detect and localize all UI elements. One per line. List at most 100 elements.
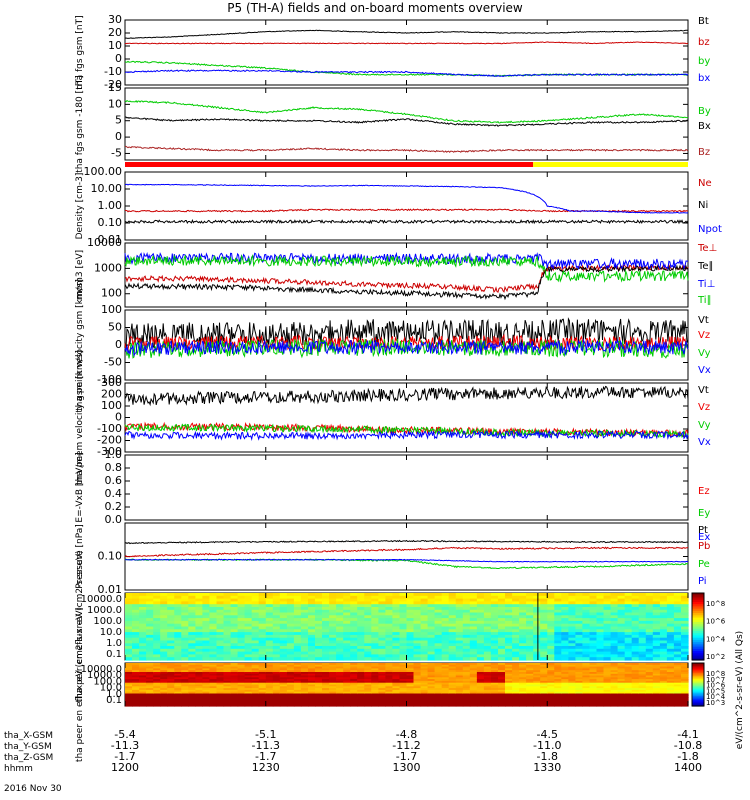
spectrogram-cell — [406, 695, 415, 698]
spectrogram-cell — [174, 700, 182, 703]
spectrogram-cell — [659, 626, 668, 630]
spectrogram-cell — [202, 609, 210, 614]
spectrogram-cell — [582, 679, 590, 682]
spectrogram-cell — [329, 673, 337, 677]
spectrogram-cell — [652, 646, 661, 650]
spectrogram-cell — [244, 688, 253, 691]
colorbar-cell — [692, 653, 704, 657]
spectrogram-cell — [181, 686, 189, 689]
spectrogram-cell — [462, 664, 471, 668]
spectrogram-cell — [399, 637, 408, 642]
spectrogram-cell — [596, 700, 605, 703]
spectrogram-cell — [371, 680, 379, 684]
x-tick-label: -11.3 — [252, 739, 280, 752]
spectrogram-cell — [364, 700, 372, 703]
spectrogram-cell — [498, 637, 506, 642]
spectrogram-cell — [258, 643, 267, 647]
spectrogram-cell — [561, 704, 569, 707]
spectrogram-cell — [652, 693, 661, 696]
spectrogram-cell — [469, 670, 478, 673]
spectrogram-cell — [329, 615, 337, 619]
spectrogram-cell — [286, 700, 295, 703]
spectrogram-cell — [385, 704, 393, 707]
spectrogram-cell — [659, 691, 668, 695]
spectrogram-cell — [237, 640, 246, 644]
spectrogram-cell — [139, 601, 147, 605]
spectrogram-cell — [420, 609, 429, 614]
spectrogram-cell — [603, 615, 612, 619]
spectrogram-cell — [202, 695, 210, 698]
spectrogram-cell — [638, 640, 647, 644]
spectrogram-cell — [427, 688, 436, 691]
spectrogram-cell — [160, 618, 168, 622]
spectrogram-cell — [596, 693, 605, 696]
spectrogram-cell — [582, 620, 590, 625]
spectrogram-cell — [364, 626, 372, 630]
spectrogram-cell — [575, 702, 583, 705]
spectrogram-cell — [350, 593, 358, 597]
spectrogram-cell — [125, 620, 133, 625]
spectrogram-cell — [216, 689, 225, 693]
spectrogram-cell — [125, 673, 133, 677]
spectrogram-cell — [230, 651, 239, 655]
y-tick-label: -300 — [97, 445, 122, 458]
spectrogram-cell — [399, 673, 408, 677]
spectrogram-cell — [469, 612, 478, 616]
spectrogram-cell — [505, 689, 513, 693]
spectrogram-cell — [202, 657, 210, 661]
spectrogram-cell — [350, 668, 358, 671]
spectrogram-cell — [659, 680, 668, 684]
spectrogram-cell — [441, 673, 450, 677]
spectrogram-cell — [336, 637, 344, 642]
spectrogram-cell — [533, 702, 541, 705]
spectrogram-cell — [279, 663, 288, 666]
spectrogram-cell — [427, 666, 436, 669]
spectrogram-cell — [279, 664, 288, 668]
spectrogram-cell — [469, 677, 478, 680]
spectrogram-cell — [631, 691, 640, 695]
spectrogram-cell — [378, 607, 386, 611]
spectrogram-cell — [638, 654, 647, 658]
mode-bar-yellow — [533, 162, 688, 167]
spectrogram-cell — [251, 684, 260, 687]
spectrogram-cell — [483, 593, 492, 597]
spectrogram-cell — [638, 609, 647, 614]
spectrogram-cell — [322, 595, 330, 600]
spectrogram-cell — [343, 643, 351, 647]
spectrogram-cell — [441, 702, 450, 705]
spectrogram-cell — [469, 646, 478, 650]
spectrogram-cell — [216, 609, 225, 614]
spectrogram-cell — [476, 615, 485, 619]
spectrogram-cell — [406, 672, 415, 675]
spectrogram-cell — [624, 695, 633, 698]
spectrogram-cell — [244, 677, 253, 680]
spectrogram-cell — [329, 607, 337, 611]
spectrogram-cell — [146, 682, 154, 686]
spectrogram-cell — [167, 609, 175, 614]
spectrogram-cell — [399, 664, 408, 668]
spectrogram-cell — [132, 695, 140, 698]
spectrogram-cell — [392, 702, 400, 705]
spectrogram-cell — [469, 657, 478, 661]
spectrogram-cell — [462, 637, 471, 642]
colorbar-cell — [692, 674, 704, 677]
spectrogram-cell — [427, 675, 436, 678]
spectrogram-cell — [399, 657, 408, 661]
spectrogram-cell — [638, 623, 647, 628]
spectrogram-cell — [624, 704, 633, 707]
spectrogram-cell — [596, 691, 605, 695]
y-tick-label: 1000.0 — [87, 670, 122, 681]
spectrogram-cell — [659, 593, 668, 597]
spectrogram-cell — [526, 675, 534, 678]
spectrogram-cell — [420, 607, 429, 611]
colorbar-cell — [692, 698, 704, 701]
spectrogram-cell — [286, 626, 295, 630]
spectrogram-cell — [462, 618, 471, 622]
spectrogram-cell — [244, 620, 253, 625]
spectrogram-cell — [519, 697, 527, 700]
spectrogram-cell — [596, 688, 605, 691]
spectrogram-cell — [160, 697, 168, 700]
spectrogram-cell — [293, 679, 302, 682]
spectrogram-cell — [448, 700, 457, 703]
spectrogram-cell — [286, 620, 295, 625]
